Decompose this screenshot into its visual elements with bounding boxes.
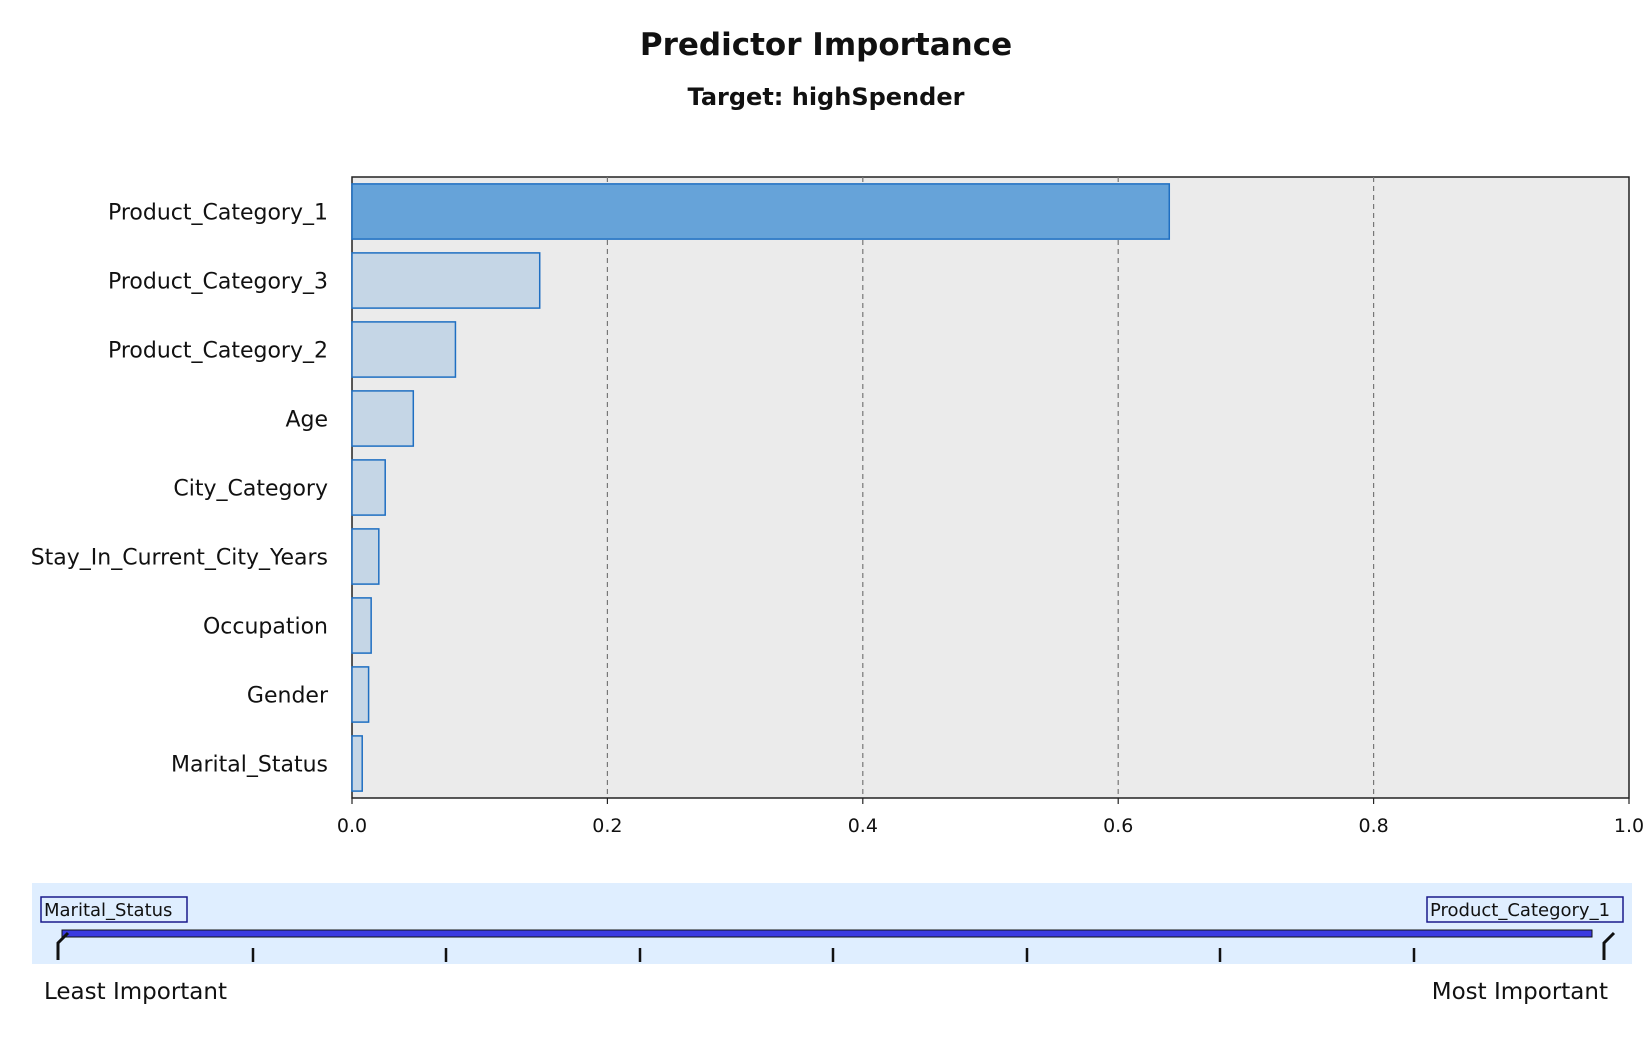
slider-ticks	[251, 948, 1416, 962]
bar	[351, 597, 372, 654]
chart-title: Predictor Importance	[640, 27, 1012, 63]
slider-right-tag: Product_Category_1	[1430, 900, 1610, 921]
category-label: Product_Category_2	[108, 339, 328, 364]
bar	[351, 666, 370, 723]
slider-track[interactable]	[61, 929, 1593, 938]
bar	[351, 735, 363, 792]
x-axis-ticks: 0.0 0.2 0.4 0.6 0.8 1.0	[337, 798, 1644, 837]
category-label: Marital_Status	[171, 753, 328, 778]
x-tick-label: 1.0	[1614, 815, 1644, 837]
x-tick-label: 0.6	[1103, 815, 1133, 837]
plot-area	[351, 176, 1630, 799]
bar	[351, 528, 380, 585]
slider-left-tag: Marital_Status	[44, 900, 172, 921]
slider-left-handle[interactable]	[56, 931, 70, 960]
x-tick-label: 0.8	[1358, 815, 1388, 837]
category-label: City_Category	[173, 477, 328, 502]
slider-right-handle[interactable]	[1602, 931, 1616, 960]
bar	[351, 321, 457, 378]
x-tick-label: 0.0	[337, 815, 367, 837]
least-important-caption: Least Important	[44, 979, 227, 1005]
category-label: Gender	[247, 684, 329, 709]
importance-slider[interactable]: Marital_Status Product_Category_1	[32, 883, 1632, 964]
bar	[351, 183, 1171, 240]
x-tick-label: 0.4	[848, 815, 878, 837]
category-label: Occupation	[203, 615, 328, 640]
bar	[351, 390, 415, 447]
gridlines	[606, 177, 1375, 798]
most-important-caption: Most Important	[1432, 979, 1608, 1005]
bar	[351, 252, 541, 309]
slider-left-tag-box	[40, 896, 188, 923]
category-label: Product_Category_3	[108, 270, 328, 295]
category-label: Product_Category_1	[108, 201, 328, 226]
slider-right-tag-box	[1426, 896, 1624, 923]
category-labels: Product_Category_1 Product_Category_3 Prod…	[31, 201, 329, 778]
x-tick-label: 0.2	[592, 815, 622, 837]
bar	[351, 459, 386, 516]
category-label: Stay_In_Current_City_Years	[31, 546, 328, 571]
chart-subtitle: Target: highSpender	[688, 83, 965, 111]
bars	[351, 183, 1171, 792]
category-label: Age	[285, 408, 328, 433]
